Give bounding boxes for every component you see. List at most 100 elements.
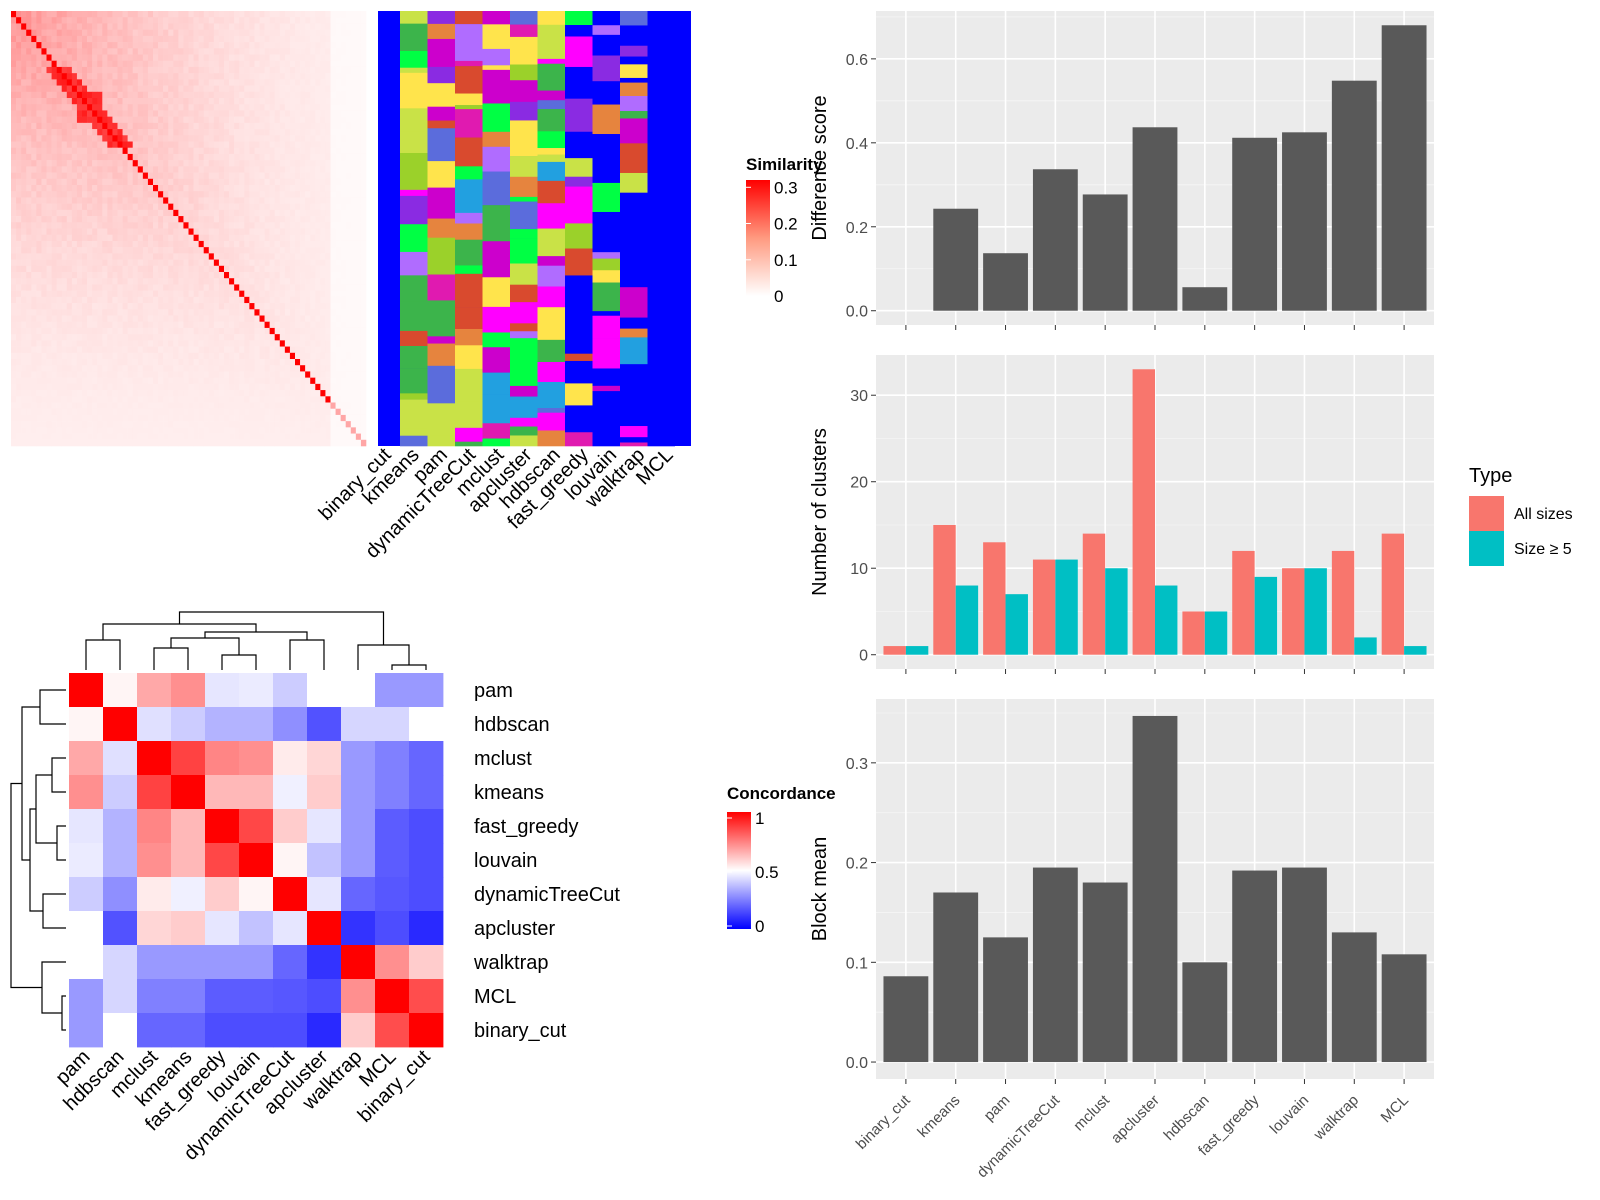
similarity-cell	[107, 216, 113, 223]
similarity-cell	[300, 172, 306, 180]
similarity-cell	[345, 284, 352, 291]
similarity-cell	[158, 11, 164, 18]
similarity-cell	[21, 414, 27, 422]
similarity-cell	[234, 340, 240, 347]
similarity-cell	[360, 278, 367, 285]
similarity-cell	[82, 377, 88, 385]
similarity-cell	[46, 197, 52, 204]
similarity-cell	[61, 414, 68, 422]
similarity-cell	[198, 216, 205, 223]
similarity-cell	[76, 222, 83, 229]
similarity-cell	[71, 272, 78, 279]
similarity-cell	[87, 334, 93, 341]
similarity-cell	[92, 110, 98, 117]
similarity-cell	[305, 29, 311, 37]
similarity-cell	[360, 42, 367, 49]
similarity-cell	[51, 296, 57, 304]
similarity-cell	[310, 141, 316, 149]
similarity-cell	[350, 272, 357, 279]
similarity-cell	[102, 390, 108, 397]
similarity-cell	[345, 178, 352, 186]
similarity-cell	[264, 135, 270, 142]
similarity-cell	[315, 141, 321, 149]
similarity-cell	[92, 135, 98, 142]
similarity-cell	[76, 228, 83, 236]
similarity-cell	[41, 402, 47, 410]
similarity-cell	[41, 42, 47, 49]
similarity-cell	[295, 377, 301, 385]
similarity-cell	[36, 104, 42, 111]
similarity-cell	[51, 66, 57, 74]
cluster-label-block	[455, 239, 483, 266]
similarity-cell	[330, 284, 336, 291]
similarity-cell	[142, 278, 149, 285]
similarity-cell	[320, 371, 326, 378]
similarity-cell	[330, 383, 336, 391]
similarity-cell	[122, 321, 128, 329]
similarity-cell	[117, 91, 123, 99]
similarity-cell	[310, 321, 316, 329]
similarity-cell	[355, 396, 362, 403]
similarity-cell	[142, 29, 149, 37]
similarity-cell	[289, 178, 296, 186]
similarity-cell	[218, 73, 225, 80]
similarity-cell	[168, 315, 174, 323]
similarity-cell	[289, 421, 296, 428]
similarity-cell	[289, 23, 296, 30]
similarity-cell	[16, 315, 22, 323]
similarity-cell	[46, 340, 52, 347]
similarity-cell	[51, 265, 57, 273]
similarity-cell	[178, 35, 184, 43]
similarity-cell	[147, 421, 154, 428]
similarity-cell	[168, 42, 174, 49]
similarity-cell	[279, 346, 286, 354]
similarity-cell	[122, 91, 128, 99]
similarity-cell	[112, 203, 118, 211]
similarity-cell	[279, 390, 286, 397]
similarity-cell	[213, 278, 220, 285]
similarity-cell	[137, 228, 144, 236]
similarity-cell	[142, 85, 149, 93]
similarity-cell	[82, 141, 88, 149]
similarity-cell	[153, 129, 159, 136]
similarity-cell	[26, 421, 32, 428]
similarity-cell	[335, 253, 341, 260]
similarity-cell	[21, 290, 27, 298]
similarity-cell	[224, 259, 230, 267]
similarity-cell	[21, 153, 27, 161]
similarity-cell	[360, 122, 367, 130]
similarity-cell	[107, 42, 113, 49]
similarity-cell	[274, 11, 281, 18]
similarity-cell	[107, 73, 113, 80]
similarity-cell	[122, 427, 128, 434]
similarity-cell	[51, 359, 57, 366]
similarity-cell	[87, 42, 93, 49]
similarity-cell	[178, 234, 184, 242]
similarity-cell	[360, 60, 367, 68]
similarity-cell	[87, 172, 93, 180]
cluster-label-block	[510, 176, 538, 198]
similarity-cell	[208, 309, 215, 316]
similarity-cell	[239, 228, 245, 236]
similarity-cell	[254, 253, 260, 260]
similarity-cell	[102, 309, 108, 316]
similarity-cell	[168, 334, 174, 341]
similarity-cell	[107, 91, 113, 99]
similarity-cell	[264, 408, 270, 416]
similarity-cell	[183, 160, 189, 167]
similarity-cell	[208, 247, 215, 254]
similarity-cell	[239, 240, 245, 248]
similarity-cell	[218, 216, 225, 223]
similarity-cell	[132, 147, 139, 155]
similarity-cell	[41, 11, 47, 18]
similarity-cell	[300, 60, 306, 68]
similarity-cell	[229, 79, 235, 86]
similarity-cell	[249, 340, 255, 347]
similarity-cell	[87, 234, 93, 242]
similarity-cell	[355, 321, 362, 329]
similarity-cell	[320, 390, 326, 397]
similarity-cell	[234, 54, 240, 62]
similarity-cell	[41, 73, 47, 80]
similarity-cell	[229, 197, 235, 204]
similarity-cell	[76, 296, 83, 304]
